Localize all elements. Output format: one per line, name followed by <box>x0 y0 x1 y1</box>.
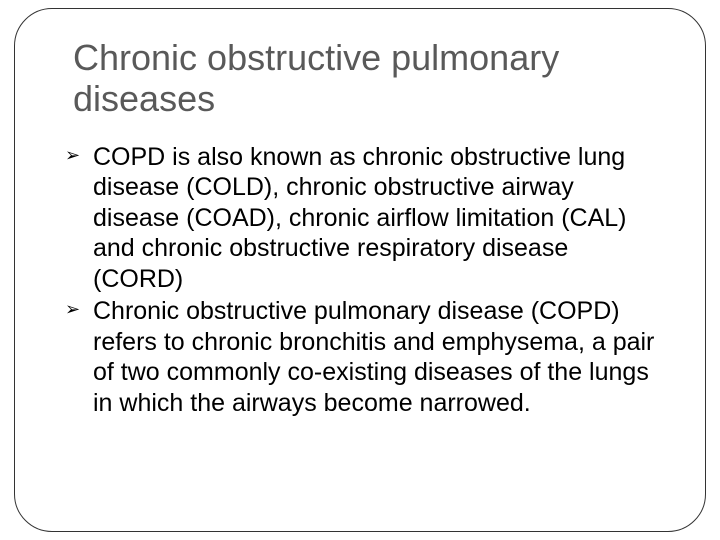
bullet-list: ➢ COPD is also known as chronic obstruct… <box>65 142 657 419</box>
slide-frame: Chronic obstructive pulmonary diseases ➢… <box>14 8 706 532</box>
list-item: ➢ COPD is also known as chronic obstruct… <box>65 142 657 295</box>
slide-title: Chronic obstructive pulmonary diseases <box>73 37 657 120</box>
bullet-icon: ➢ <box>65 299 80 321</box>
bullet-icon: ➢ <box>65 145 80 167</box>
bullet-text: COPD is also known as chronic obstructiv… <box>93 143 626 293</box>
bullet-text: Chronic obstructive pulmonary disease (C… <box>93 297 654 417</box>
list-item: ➢ Chronic obstructive pulmonary disease … <box>65 296 657 418</box>
